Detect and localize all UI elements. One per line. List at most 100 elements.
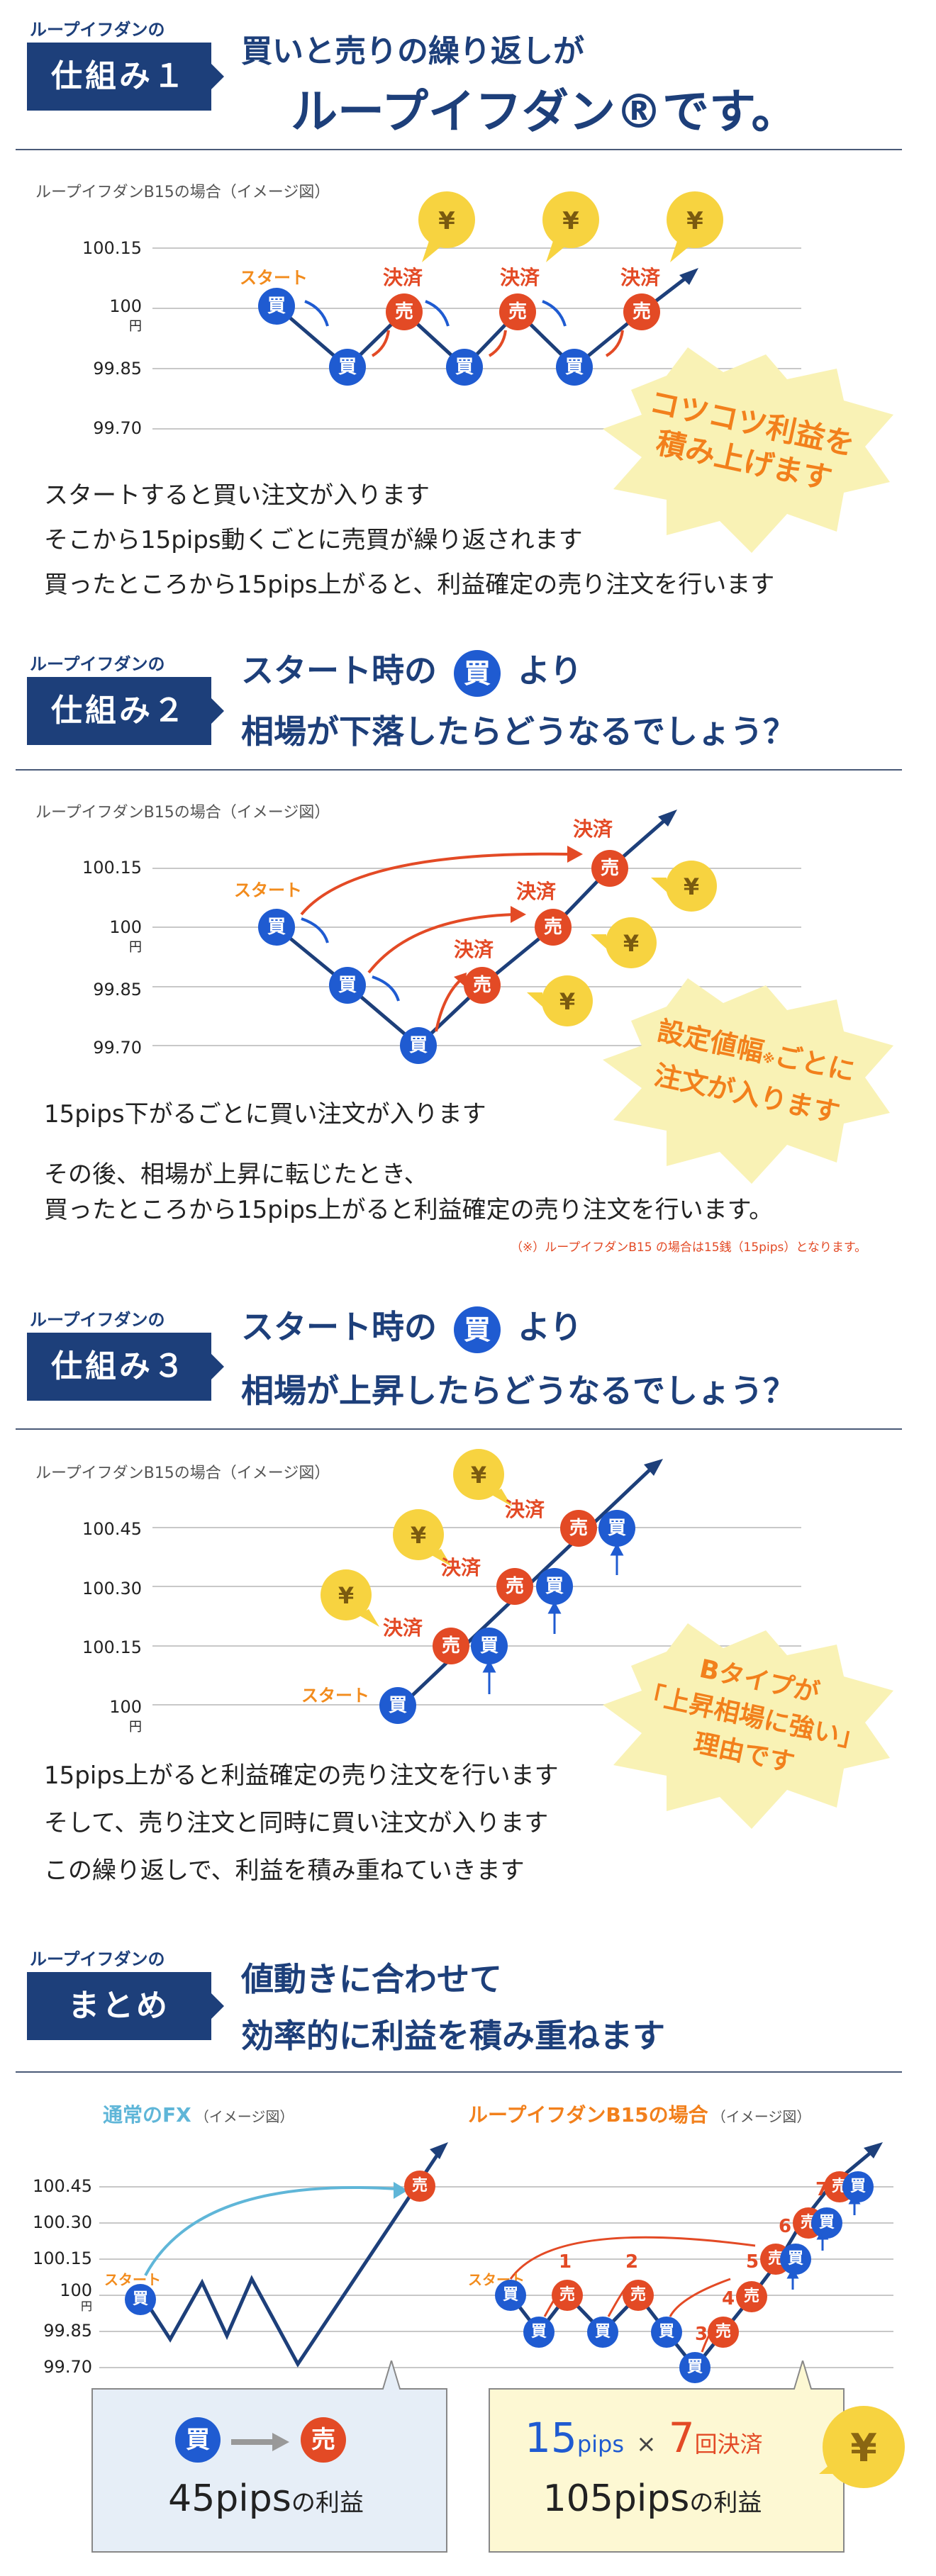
tick-label: 100.15 xyxy=(33,2249,92,2268)
tick-unit: 円 xyxy=(80,2300,92,2313)
sell-marker: 売 xyxy=(708,2317,739,2348)
sell-marker: 売 xyxy=(552,2280,583,2311)
body-line: スタートすると買い注文が入ります xyxy=(44,481,430,510)
arrow-right-icon xyxy=(231,2433,289,2451)
svg-text:¥: ¥ xyxy=(559,988,575,1015)
buy-marker: 買 xyxy=(379,1687,416,1724)
body-line: そこから15pips動くごとに売買が繰り返されます xyxy=(44,526,583,554)
settle-label: 決済 xyxy=(383,266,423,289)
tick-label: 100.30 xyxy=(82,1579,142,1598)
svg-text:¥: ¥ xyxy=(850,2426,877,2470)
tick-label: 100.30 xyxy=(33,2212,92,2232)
left-chart-heading: 通常のFX （イメージ図） xyxy=(103,2100,294,2128)
settle-count: 6 xyxy=(779,2216,792,2237)
pips-value: 45pips xyxy=(168,2477,291,2520)
svg-text:¥: ¥ xyxy=(623,930,639,957)
title-text: スタート時の xyxy=(241,651,437,690)
buy-marker: 買 xyxy=(125,2284,156,2315)
sell-marker: 売 xyxy=(499,293,536,330)
body-line: この繰り返しで、利益を積み重ねていきます xyxy=(44,1857,525,1885)
badge-sub: ループイフダンの xyxy=(30,1310,165,1330)
buy-marker: 買 xyxy=(495,2280,526,2311)
sell-marker: 売 xyxy=(496,1568,533,1605)
settle-label: 決済 xyxy=(454,938,494,961)
section-1-badge: ループイフダンの 仕組み１ xyxy=(27,20,224,111)
divider xyxy=(16,149,902,150)
sell-marker: 売 xyxy=(386,293,423,330)
right-result-text: 105pipsの利益 xyxy=(489,2477,815,2520)
right-result-box xyxy=(489,2361,845,2553)
tick-label: 100 xyxy=(109,296,142,316)
sell-marker: 売 xyxy=(535,909,572,946)
section-1-title-line1: 買いと売りの繰り返しが xyxy=(241,26,584,71)
svg-text:¥: ¥ xyxy=(562,207,579,235)
pips-unit: pips xyxy=(576,2431,624,2458)
title-text: 買いと売りの繰り返しが xyxy=(241,33,584,69)
body-line: 買ったところから15pips上がると利益確定の売り注文を行います。 xyxy=(44,1196,774,1224)
buy-marker: 買 xyxy=(842,2171,874,2202)
sell-marker: 売 xyxy=(623,293,660,330)
tick-label: 99.70 xyxy=(43,2357,92,2377)
tick-label: 100 xyxy=(60,2280,92,2300)
right-result-formula: 15pips × 7回決済 xyxy=(525,2414,763,2462)
chart-caption: ループイフダンB15の場合（イメージ図） xyxy=(35,804,330,822)
tick-label: 99.85 xyxy=(93,980,142,999)
buy-marker: 買 xyxy=(400,1027,437,1064)
body-line: そして、売り注文と同時に買い注文が入ります xyxy=(44,1809,549,1837)
settle-count: 2 xyxy=(625,2251,639,2273)
settle-count: 7 xyxy=(815,2179,829,2200)
svg-text:¥: ¥ xyxy=(338,1582,354,1609)
section-2-badge: ループイフダンの 仕組み２ xyxy=(27,654,224,745)
pips-value: 15 xyxy=(525,2414,577,2462)
yen-icon: ¥ xyxy=(819,2406,905,2488)
tick-label: 99.70 xyxy=(93,418,142,438)
section-2-title-line1: スタート時の 買 より xyxy=(241,645,582,697)
svg-text:¥: ¥ xyxy=(438,207,455,235)
settle-label: 決済 xyxy=(573,817,613,841)
title-text: より xyxy=(518,651,583,690)
left-result-text: 45pipsの利益 xyxy=(85,2477,447,2520)
sell-marker: 売 xyxy=(591,850,628,887)
tick-label: 100.15 xyxy=(82,238,142,258)
tick-label: 100 xyxy=(109,1697,142,1717)
tick-label: 99.70 xyxy=(93,1038,142,1058)
buy-marker: 買 xyxy=(329,349,366,386)
start-label: スタート xyxy=(240,268,308,288)
right-chart-heading: ループイフダンB15の場合 （イメージ図） xyxy=(468,2100,810,2128)
tick-label: 100.15 xyxy=(82,858,142,878)
body-line: 買ったところから15pips上がると、利益確定の売り注文を行います xyxy=(44,571,775,599)
section-1-title-line2: ループイフダン®です。 xyxy=(291,84,798,139)
burst-shape xyxy=(603,347,893,553)
section-2-title-line2: 相場が下落したらどうなるでしょう？ xyxy=(241,712,796,751)
svg-text:¥: ¥ xyxy=(684,873,699,900)
settle-count: 1 xyxy=(559,2251,572,2273)
sell-marker: 売 xyxy=(301,2417,346,2463)
start-label: スタート xyxy=(301,1686,369,1706)
right-chart-title: ループイフダンB15の場合 xyxy=(468,2103,708,2127)
buy-marker: 買 xyxy=(175,2417,221,2463)
tick-label: 99.85 xyxy=(43,2321,92,2341)
badge-title: 仕組み３ xyxy=(51,1348,187,1384)
sell-marker: 売 xyxy=(404,2171,435,2202)
chart-caption: ループイフダンB15の場合（イメージ図） xyxy=(35,184,330,201)
sell-marker: 売 xyxy=(560,1510,597,1547)
section-summary-badge: ループイフダンの まとめ xyxy=(27,1949,224,2040)
right-chart-caption: （イメージ図） xyxy=(711,2108,811,2125)
tick-label: 100.15 xyxy=(82,1637,142,1657)
settle-count: 5 xyxy=(746,2251,759,2273)
count-value: 7 xyxy=(668,2414,695,2462)
body-line: 15pips上がると利益確定の売り注文を行います xyxy=(44,1762,559,1790)
summary-title-line1: 値動きに合わせて xyxy=(241,1960,502,1998)
sell-marker: 売 xyxy=(433,1628,469,1664)
settle-label: 決済 xyxy=(516,880,557,903)
tick-label: 99.85 xyxy=(93,359,142,379)
summary-title-line2: 効率的に利益を積み重ねます xyxy=(241,2017,665,2055)
settle-label: 決済 xyxy=(620,266,661,289)
badge-sub: ループイフダンの xyxy=(30,1949,165,1969)
buy-marker: 買 xyxy=(536,1568,573,1605)
buy-marker: 買 xyxy=(454,649,501,697)
buy-marker: 買 xyxy=(556,349,593,386)
pips-suffix: の利益 xyxy=(291,2489,364,2517)
svg-text:¥: ¥ xyxy=(686,207,703,235)
count-unit: 回決済 xyxy=(694,2431,763,2458)
